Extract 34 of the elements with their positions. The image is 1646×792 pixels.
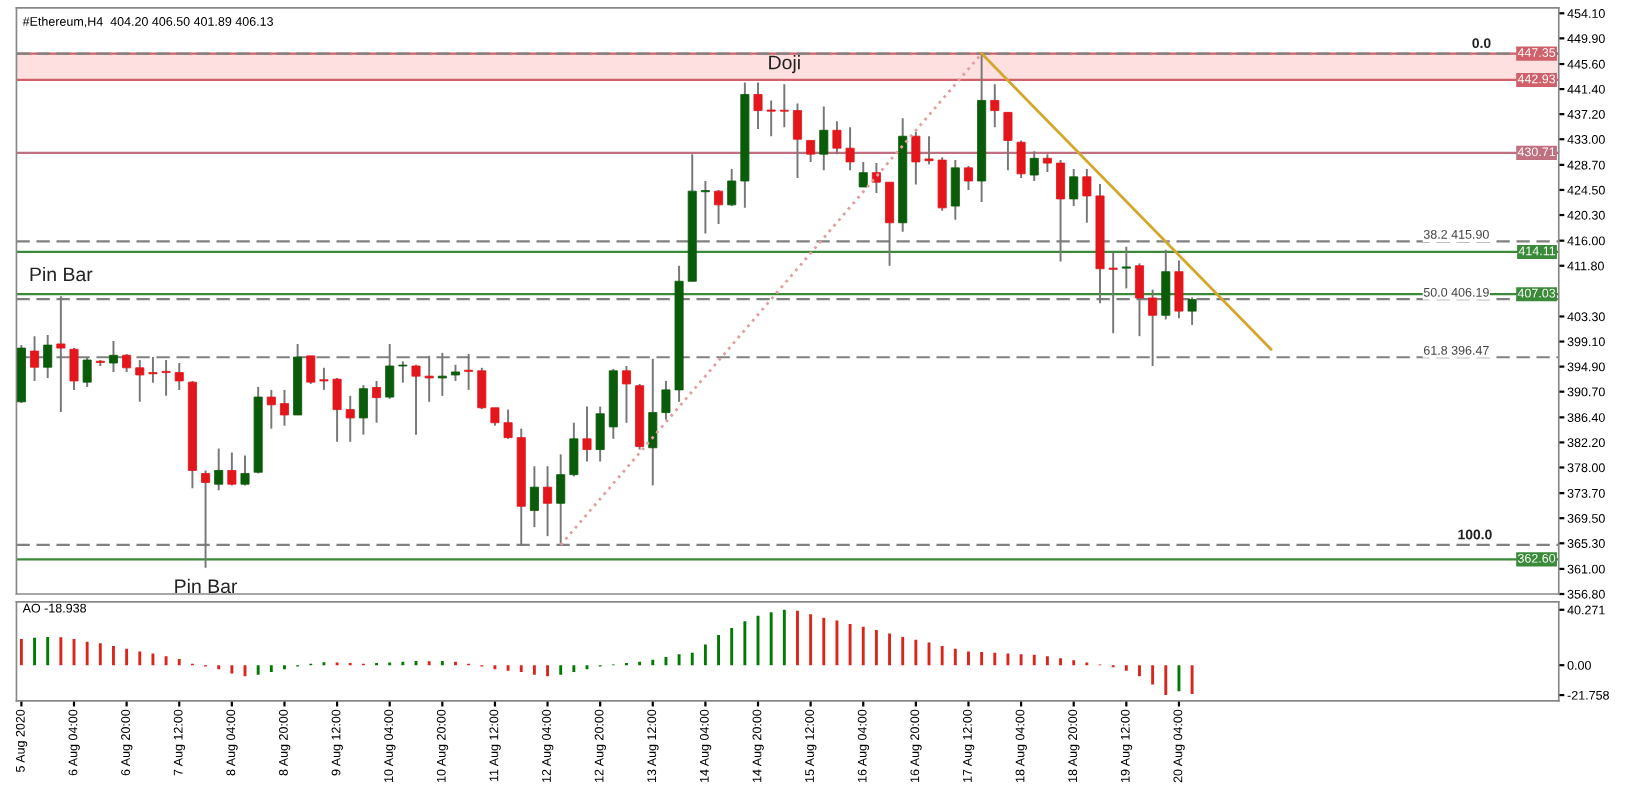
candlestick <box>174 362 184 391</box>
candlestick <box>214 447 224 492</box>
candlestick <box>990 83 1000 129</box>
candlestick <box>582 405 592 463</box>
candlestick <box>779 83 789 129</box>
candlestick <box>806 139 816 163</box>
candlestick <box>543 465 553 538</box>
candlestick <box>1016 139 1026 179</box>
candlestick <box>240 454 250 487</box>
candlestick <box>227 451 237 487</box>
candlestick <box>714 188 724 225</box>
candlestick <box>727 168 737 208</box>
annotation: Pin Bar <box>30 266 93 282</box>
candlestick <box>1029 150 1039 182</box>
candlestick <box>1121 245 1131 290</box>
candlestick <box>950 159 960 221</box>
annotation: Doji <box>769 55 800 74</box>
candlestick <box>819 105 829 172</box>
candlestick <box>621 365 631 424</box>
candlestick <box>963 165 973 191</box>
candlestick <box>858 160 868 188</box>
candlestick <box>1003 111 1013 172</box>
candlestick <box>529 465 539 529</box>
candlestick <box>279 388 289 427</box>
candlestick <box>700 180 710 235</box>
candlestick <box>595 405 605 463</box>
candlestick <box>792 102 802 179</box>
candlestick <box>266 388 276 430</box>
candlestick <box>358 384 368 436</box>
candlestick <box>1069 168 1079 208</box>
annotation: Pin Bar <box>175 578 238 594</box>
candlestick <box>569 421 579 478</box>
candlestick <box>372 379 382 424</box>
candlestick <box>345 394 355 443</box>
